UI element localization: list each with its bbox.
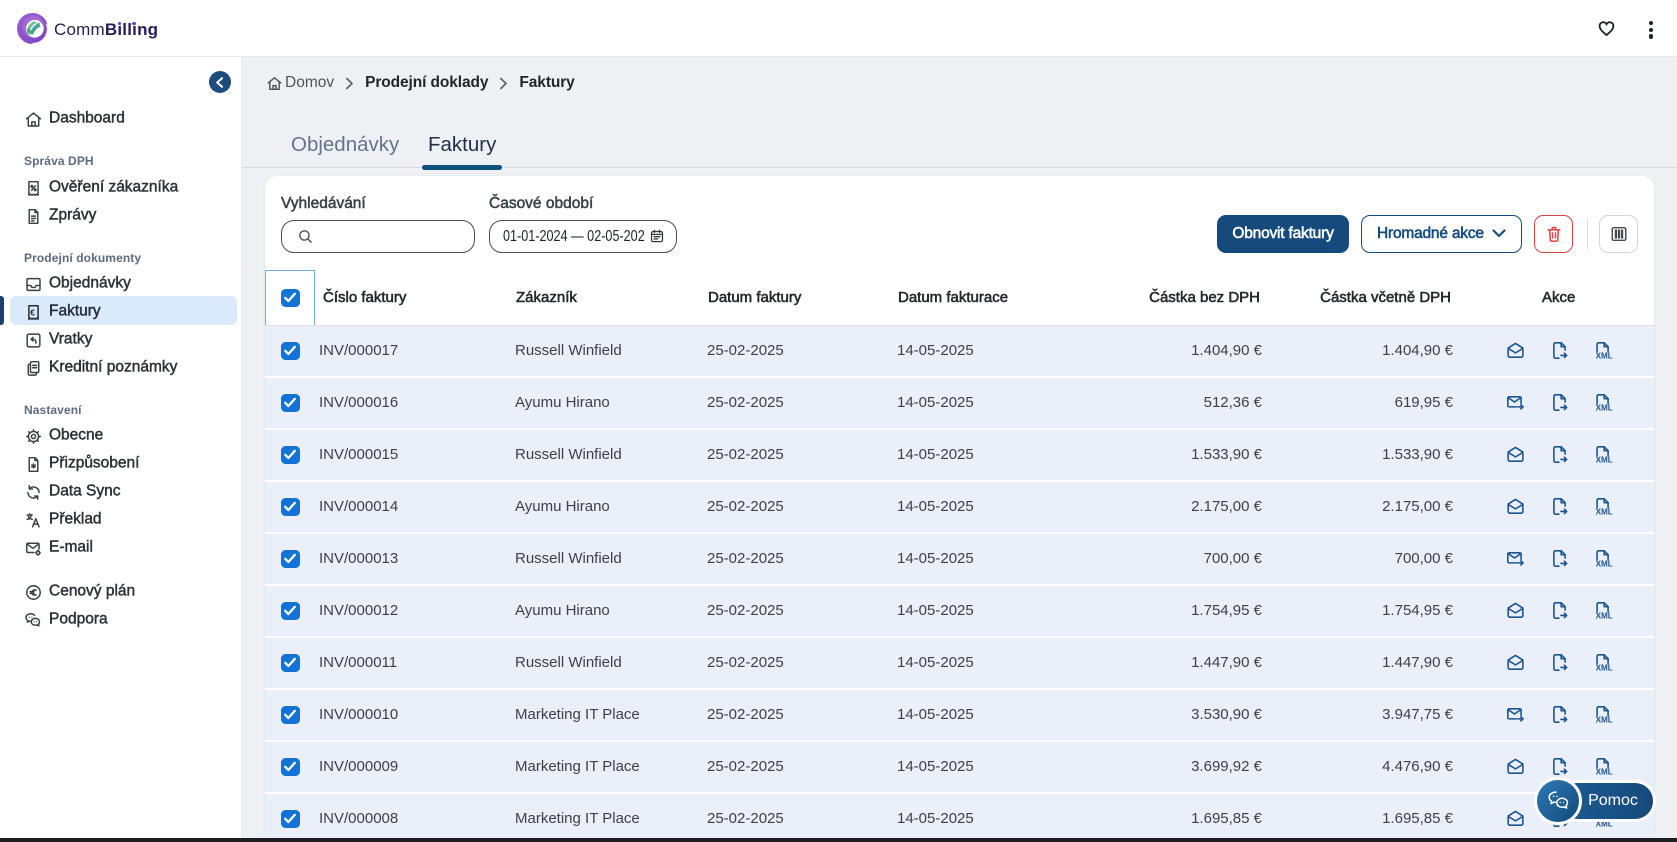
svg-text:XML: XML <box>1596 664 1613 673</box>
svg-text:XML: XML <box>1596 768 1613 777</box>
svg-text:XML: XML <box>1596 404 1613 413</box>
svg-text:XML: XML <box>1596 560 1613 569</box>
svg-text:XML: XML <box>1596 820 1613 829</box>
svg-text:€: € <box>30 307 35 317</box>
svg-text:XML: XML <box>1596 456 1613 465</box>
svg-text:XML: XML <box>1596 716 1613 725</box>
svg-text:XML: XML <box>1596 352 1613 361</box>
svg-text:XML: XML <box>1596 612 1613 621</box>
svg-text:XML: XML <box>1596 508 1613 517</box>
